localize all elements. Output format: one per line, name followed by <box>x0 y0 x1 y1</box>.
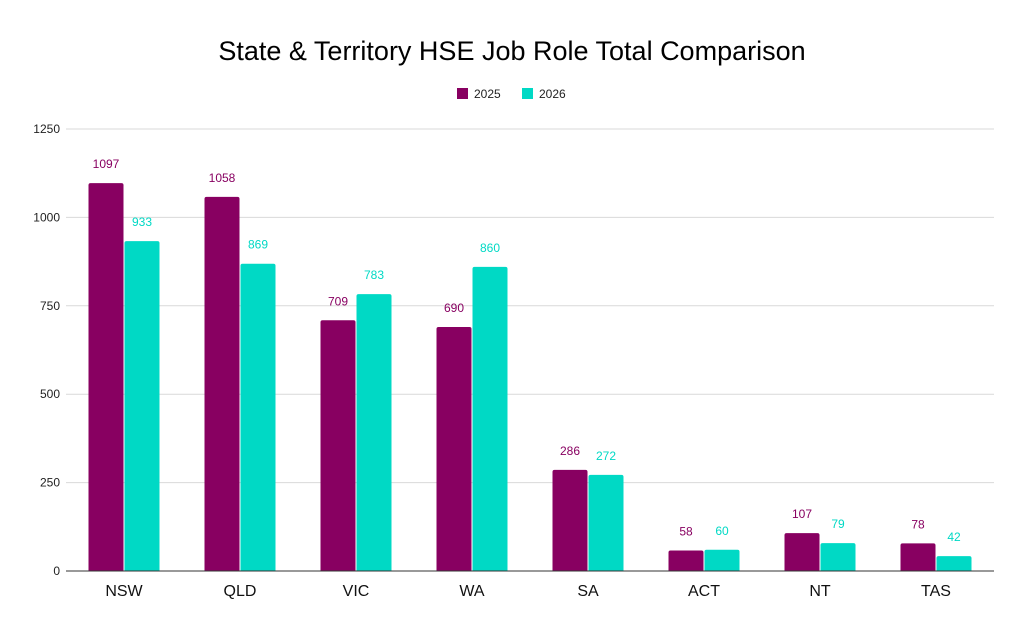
data-label-act-2025: 58 <box>679 524 693 538</box>
bar-vic-2026 <box>356 294 392 571</box>
y-tick-label: 0 <box>53 564 60 578</box>
bars <box>88 183 972 572</box>
bar-wa-2026 <box>472 266 508 571</box>
bar-nt-2025 <box>784 533 820 571</box>
y-tick-label: 250 <box>40 476 60 490</box>
data-label-nt-2026: 79 <box>831 517 845 531</box>
x-tick-label: QLD <box>224 583 257 600</box>
x-tick-label: WA <box>459 583 485 600</box>
data-label-tas-2025: 78 <box>911 517 925 531</box>
y-axis: 0 250 500 750 1000 1250 <box>33 122 60 578</box>
data-labels: 1097 933 1058 869 709 783 690 860 286 272 58 60 107 7… <box>93 157 961 544</box>
data-label-vic-2026: 783 <box>364 268 384 282</box>
bar-nsw-2025 <box>88 183 124 571</box>
x-tick-label: SA <box>577 583 599 600</box>
data-label-vic-2025: 709 <box>328 294 348 308</box>
data-label-tas-2026: 42 <box>947 530 961 544</box>
chart-title: State & Territory HSE Job Role Total Com… <box>218 36 805 66</box>
legend: 2025 2026 <box>457 87 566 101</box>
bar-sa-2026 <box>588 474 624 571</box>
data-label-qld-2026: 869 <box>248 238 268 252</box>
bar-wa-2025 <box>436 327 472 571</box>
legend-label-2025: 2025 <box>474 87 501 101</box>
bar-nt-2026 <box>820 543 856 571</box>
data-label-sa-2025: 286 <box>560 444 580 458</box>
legend-label-2026: 2026 <box>539 87 566 101</box>
legend-swatch-2025 <box>457 88 468 99</box>
data-label-nsw-2025: 1097 <box>93 157 120 171</box>
legend-swatch-2026 <box>522 88 533 99</box>
data-label-nt-2025: 107 <box>792 507 812 521</box>
data-label-wa-2025: 690 <box>444 301 464 315</box>
data-label-act-2026: 60 <box>715 524 729 538</box>
x-tick-label: NSW <box>105 583 143 600</box>
x-tick-label: ACT <box>688 583 720 600</box>
x-tick-label: VIC <box>343 583 370 600</box>
bar-qld-2026 <box>240 263 276 571</box>
y-tick-label: 1250 <box>33 122 60 136</box>
bar-tas-2026 <box>936 556 972 571</box>
data-label-nsw-2026: 933 <box>132 215 152 229</box>
y-tick-label: 750 <box>40 299 60 313</box>
data-label-qld-2025: 1058 <box>209 171 236 185</box>
data-label-sa-2026: 272 <box>596 449 616 463</box>
bar-sa-2025 <box>552 469 588 571</box>
y-tick-label: 1000 <box>33 210 60 224</box>
bar-vic-2025 <box>320 320 356 571</box>
data-label-wa-2026: 860 <box>480 241 500 255</box>
bar-nsw-2026 <box>124 241 160 572</box>
bar-act-2026 <box>704 549 740 571</box>
y-tick-label: 500 <box>40 387 60 401</box>
x-axis: NSW QLD VIC WA SA ACT NT TAS <box>105 583 951 600</box>
bar-tas-2025 <box>900 543 936 571</box>
bar-act-2025 <box>668 550 704 571</box>
x-tick-label: NT <box>809 583 831 600</box>
bar-qld-2025 <box>204 196 240 571</box>
x-tick-label: TAS <box>921 583 951 600</box>
